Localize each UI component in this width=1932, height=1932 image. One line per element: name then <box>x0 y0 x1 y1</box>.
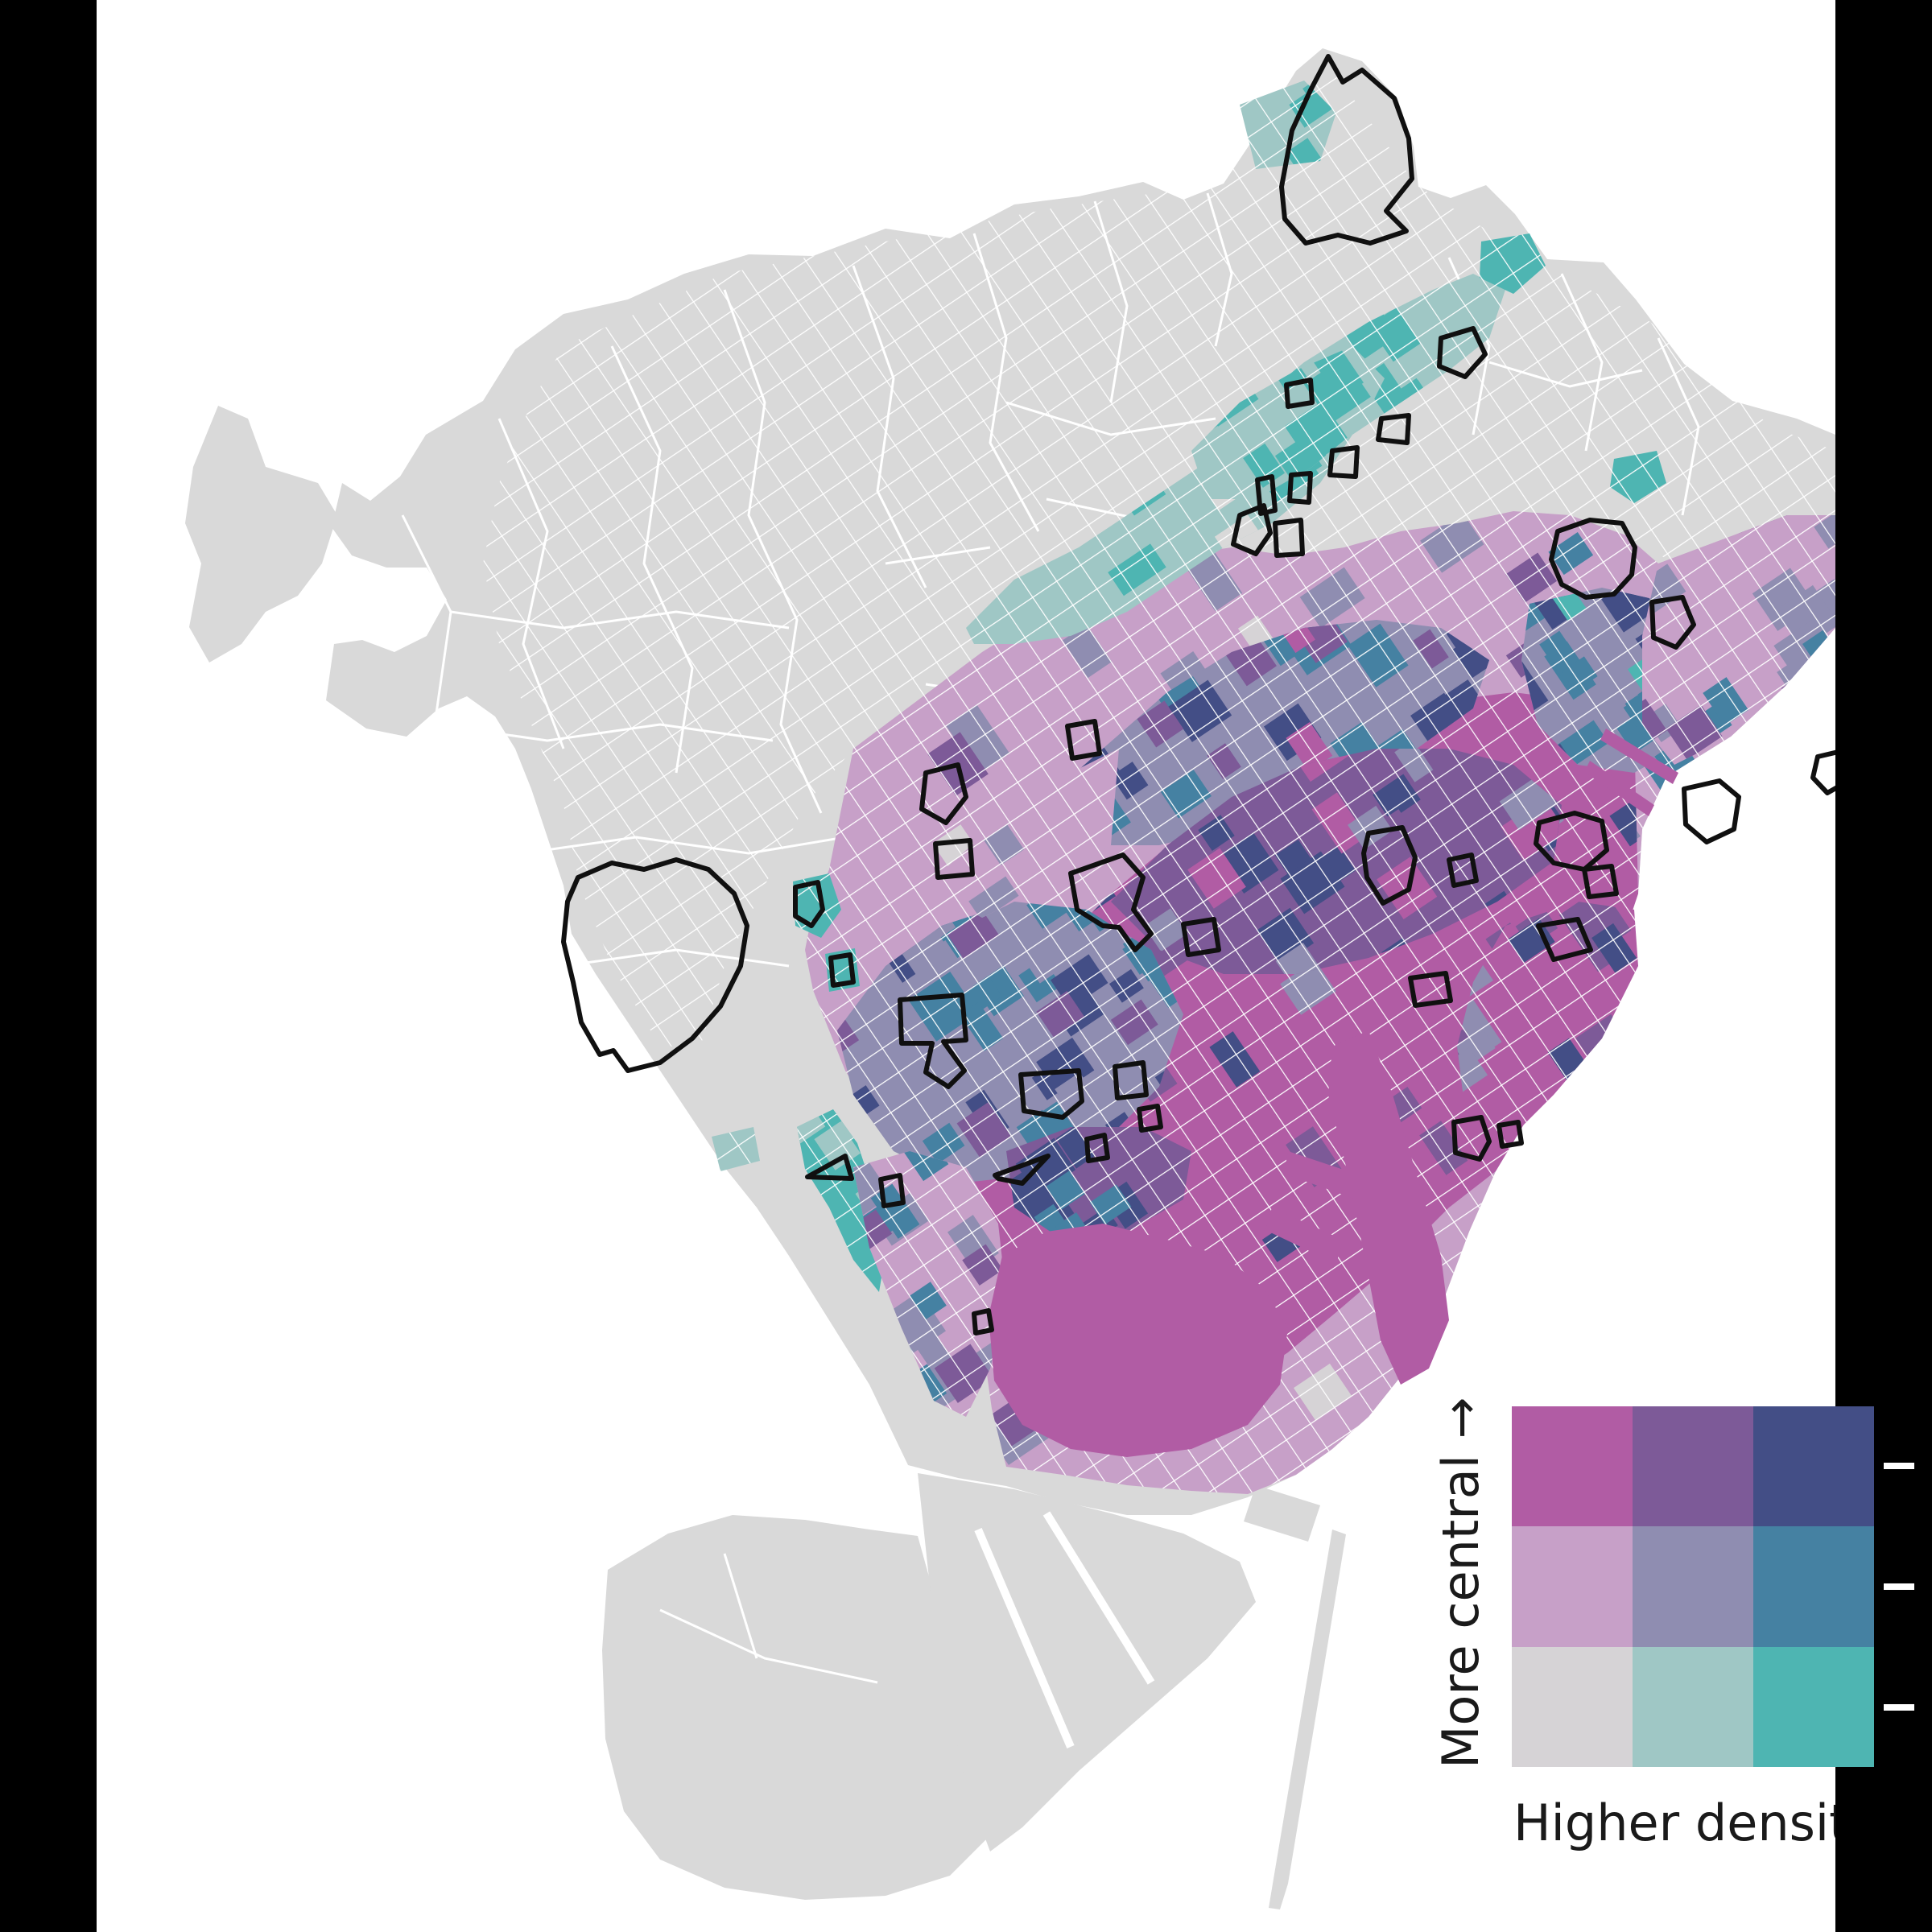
highlight-h-nb-small <box>1065 719 1102 761</box>
tract-cell <box>1533 1239 1591 1299</box>
port-channel-2 <box>1042 1511 1155 1685</box>
zone-barceloneta-spit <box>1328 1030 1449 1385</box>
highlight-h-center-1 <box>1018 1068 1084 1120</box>
highlight-h-ne-4 <box>1327 445 1360 479</box>
tract-cell <box>1685 1237 1731 1282</box>
tract-cell <box>1584 1095 1632 1137</box>
tract-cell <box>1665 1322 1711 1370</box>
highlight-h-bcn-coast-c <box>1408 971 1453 1008</box>
legend-cell-C1 <box>1512 1406 1633 1527</box>
highlight-esplugues-flag <box>898 993 968 1089</box>
legend-x-axis-label: Higher density <box>1513 1794 1879 1852</box>
highlight-h-quad-2 <box>1181 917 1221 957</box>
zone-montjuic <box>989 1224 1288 1457</box>
legend-cell-B3 <box>1753 1526 1874 1647</box>
land-delta <box>602 1515 1038 1900</box>
highlight-h-sw-small <box>878 1173 906 1208</box>
tract-cell <box>1602 1100 1638 1135</box>
highlight-h-bcn-coast-a <box>1451 1115 1492 1162</box>
port-channel-1 <box>974 1528 1075 1748</box>
highlight-h-port-small <box>972 1308 994 1335</box>
legend-cell-A3 <box>1753 1646 1874 1767</box>
highlight-singuerlin <box>1549 518 1637 600</box>
highlight-h-band-left <box>919 762 968 825</box>
highlight-park-guell <box>1361 825 1418 906</box>
highlight-sw-big <box>561 857 749 1073</box>
legend-tick-1 <box>1884 1463 1914 1469</box>
tract-cell <box>1466 1313 1534 1381</box>
land-breakwater <box>1269 1530 1346 1909</box>
highlight-h-pair-right-b <box>1582 864 1619 899</box>
tract-cell <box>1553 1117 1607 1143</box>
tract-cell <box>1772 689 1835 751</box>
highlight-h-ne-2 <box>1284 378 1315 409</box>
legend-cell-B2 <box>1633 1526 1753 1647</box>
highlight-h-teal-w2 <box>828 952 856 988</box>
highlight-h-sc-1 <box>1649 595 1696 650</box>
tract-cell <box>1240 80 1261 103</box>
highlight-sw-tri <box>805 1154 854 1181</box>
legend-tick-3 <box>1884 1704 1914 1711</box>
zone-port-vell-arm-1 <box>1284 1151 1360 1199</box>
highlight-h-center-3 <box>1137 1104 1163 1133</box>
highlight-h-bcn-coast-d <box>1536 917 1593 962</box>
tract-cell <box>1695 998 1748 1056</box>
legend-cell-A2 <box>1633 1646 1753 1767</box>
highlight-h-ne-6b <box>1273 518 1305 558</box>
highlight-h-pair-right-a <box>1534 811 1609 872</box>
municipal-boundary-17 <box>723 1553 758 1659</box>
tract-cell <box>1608 1054 1669 1117</box>
highlight-h-bcn-coast-b <box>1496 1120 1524 1149</box>
legend-tick-2 <box>1884 1583 1914 1590</box>
highlight-h-teal-w1 <box>793 880 825 928</box>
highlight-h-quad-1 <box>933 838 975 880</box>
highlight-poblesec-tri <box>993 1154 1051 1186</box>
highlight-h-center-2 <box>1084 1133 1110 1163</box>
zone-badalona-pier-1 <box>1600 729 1678 784</box>
legend-cell-B1 <box>1512 1526 1633 1647</box>
legend-cell-A1 <box>1512 1646 1633 1767</box>
tract-cell <box>1569 1065 1631 1121</box>
zone-badalona-pier-2 <box>1584 761 1654 816</box>
land-port-pier <box>1244 1485 1320 1542</box>
tract-cell <box>1591 1052 1638 1117</box>
highlight-h-diamond-1 <box>1447 852 1479 888</box>
legend-cell-C3 <box>1753 1406 1874 1527</box>
tract-cell <box>1546 1121 1600 1171</box>
highlight-h-ne-5 <box>1287 471 1313 505</box>
tract-cell <box>1537 1367 1582 1401</box>
tract-cell <box>1774 1346 1835 1413</box>
bivariate-legend <box>1512 1406 1874 1767</box>
left-letterbox-bar <box>0 0 97 1932</box>
zone-port-vell-arm-2 <box>1265 1208 1343 1264</box>
tract-cell <box>1662 854 1725 918</box>
tract-cell <box>1527 1306 1583 1361</box>
tract-cell <box>1758 1003 1802 1044</box>
legend-y-axis-label: More central → <box>1431 1397 1490 1769</box>
tract-cell <box>1731 883 1787 935</box>
legend-cell-C2 <box>1633 1406 1753 1527</box>
highlight-h-ne-1 <box>1437 326 1488 379</box>
highlight-montcada-park <box>1279 54 1414 246</box>
land-port-dock <box>918 1473 1256 1852</box>
highlight-h-center-4 <box>1113 1060 1149 1100</box>
municipal-boundary-16 <box>659 1608 878 1684</box>
land-metro-west-lobe <box>185 406 337 663</box>
highlight-h-ne-7 <box>1255 474 1278 516</box>
highlight-sarria <box>1068 852 1154 952</box>
highlight-h-coast-1 <box>1682 778 1741 844</box>
highlight-h-ne-3 <box>1376 413 1411 445</box>
